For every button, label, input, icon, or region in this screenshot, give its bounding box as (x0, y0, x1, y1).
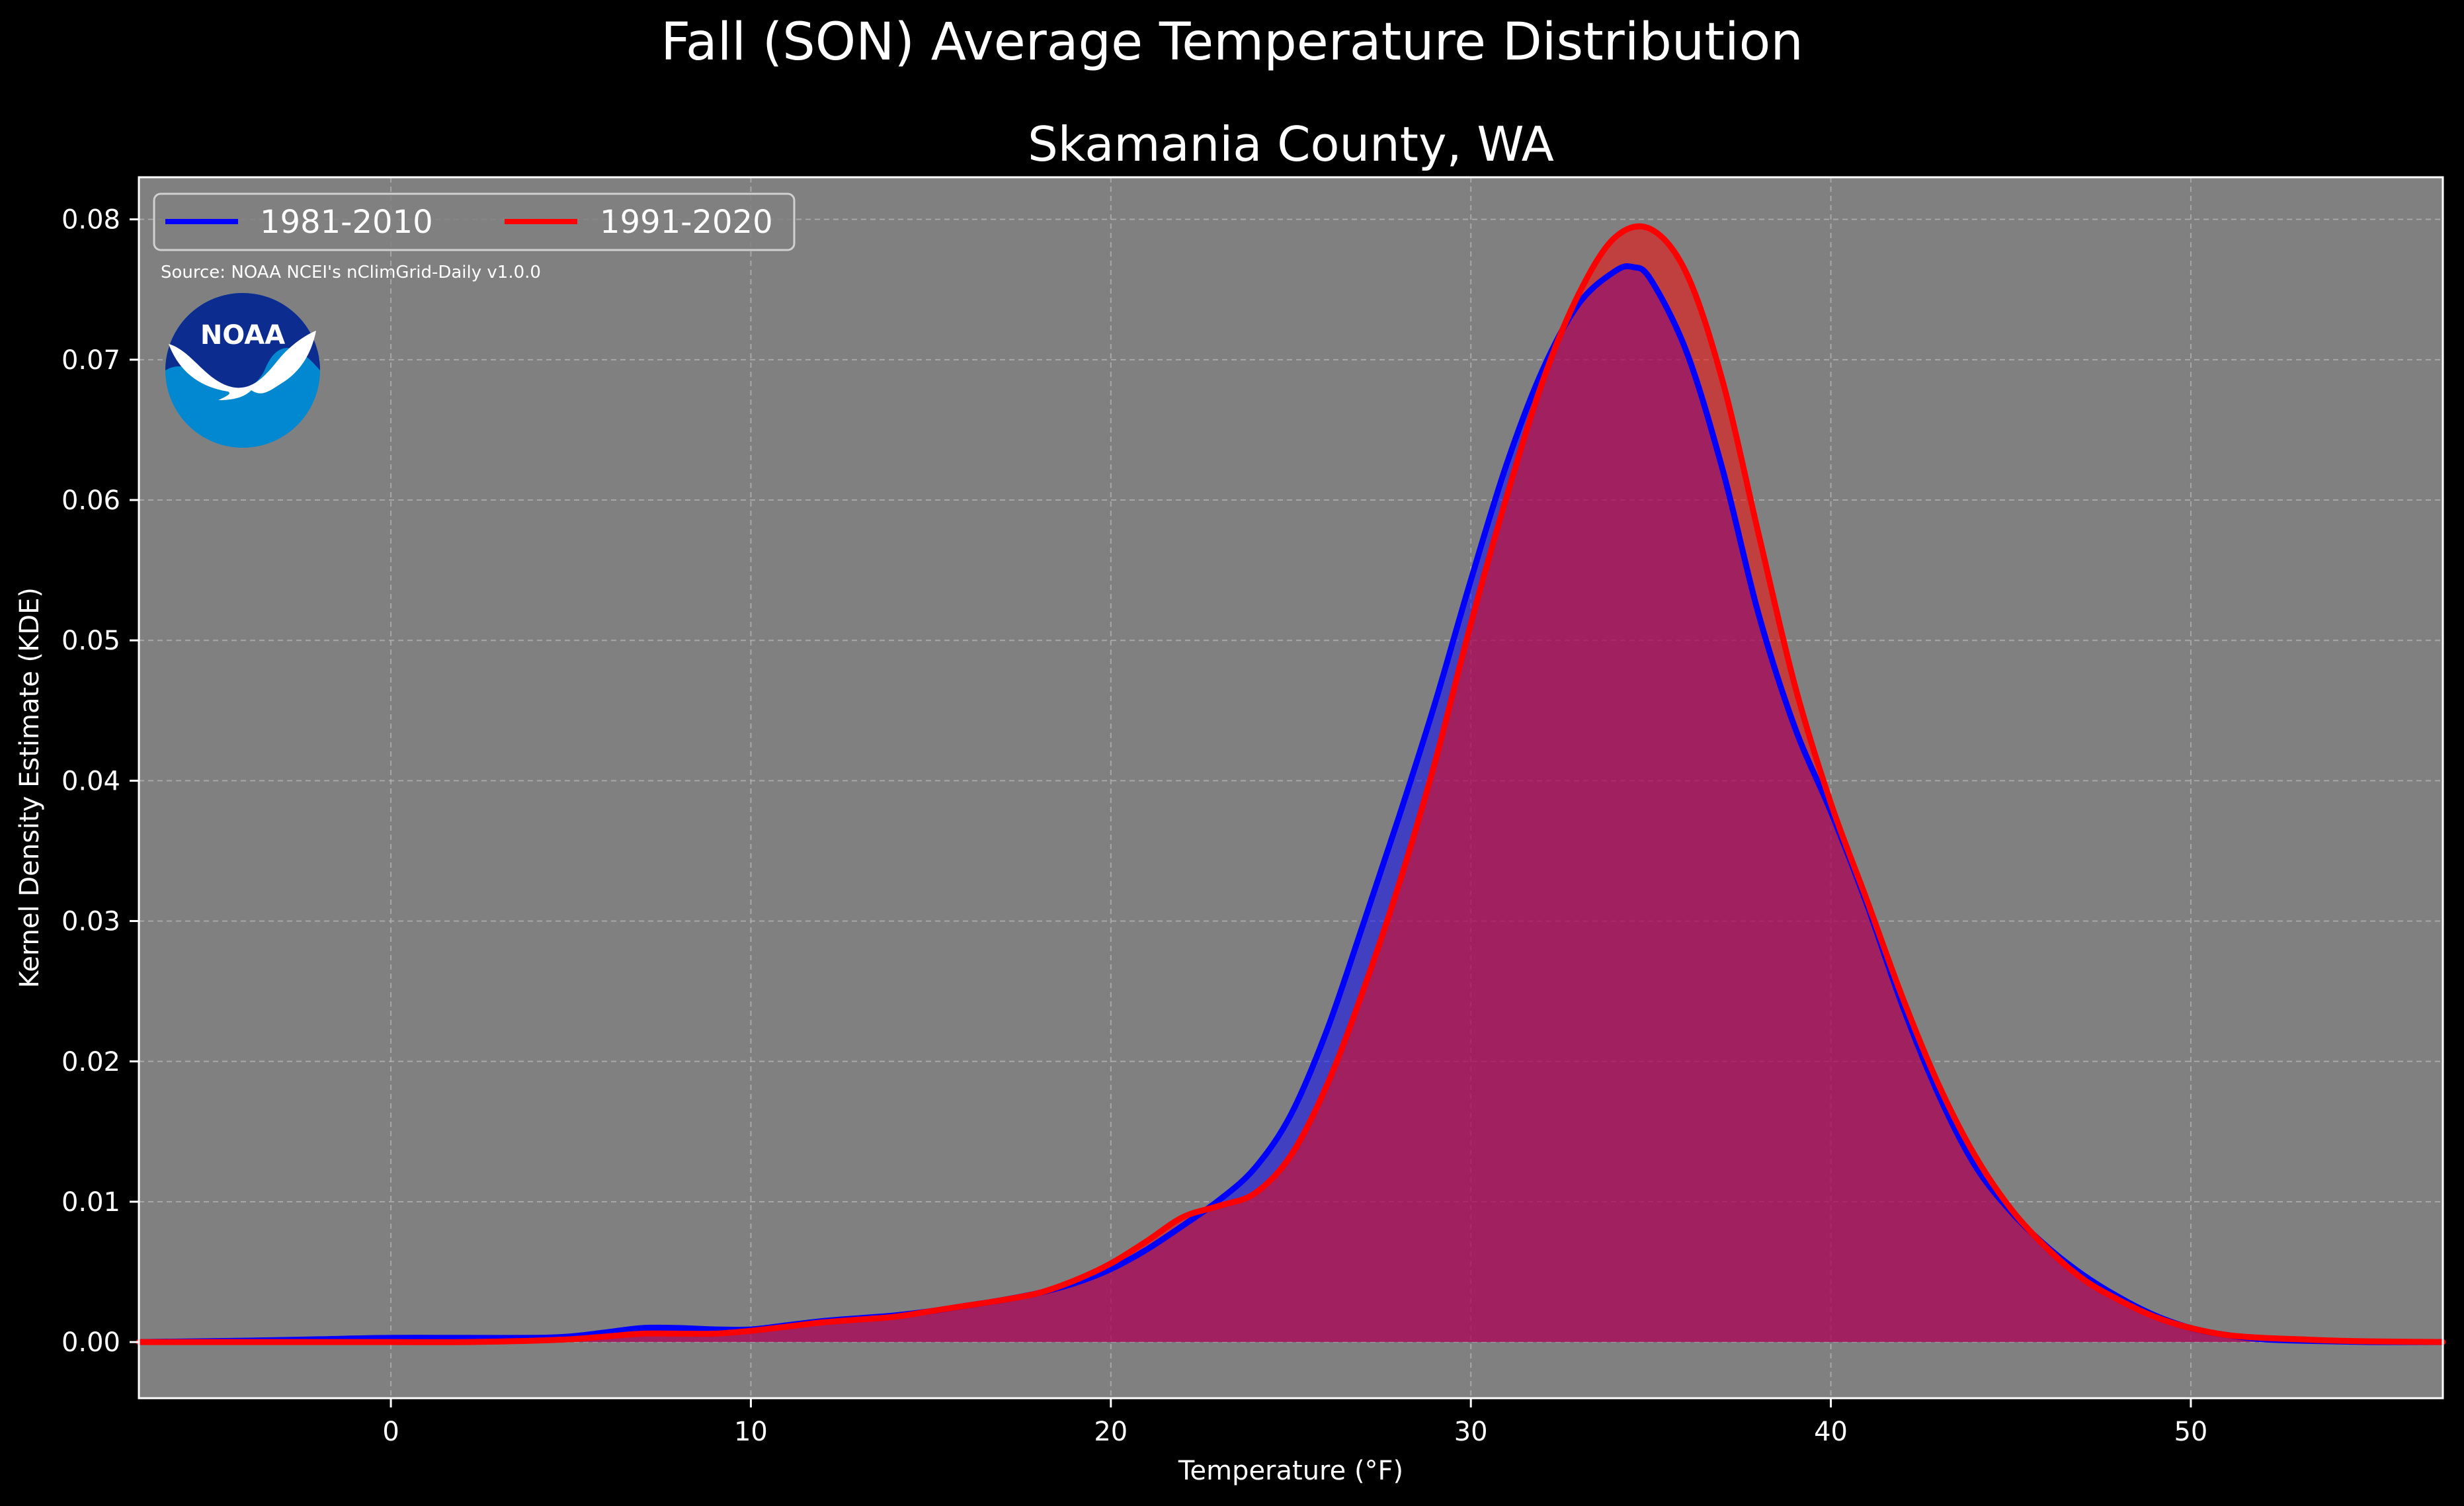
noaa-logo-upper-half (165, 293, 320, 391)
x-axis-ticks: 0 10 20 30 40 50 (382, 1398, 2207, 1447)
legend: 1981-2010 1991-2020 (153, 192, 796, 251)
y-tick-label: 0.06 (62, 485, 120, 516)
x-tick-label: 10 (734, 1417, 768, 1447)
source-note: Source: NOAA NCEI's nClimGrid-Daily v1.0… (161, 263, 541, 282)
plot-frame (138, 176, 2444, 1400)
y-tick-label: 0.05 (62, 626, 120, 656)
y-tick-label: 0.08 (62, 205, 120, 235)
x-tick-label: 50 (2174, 1417, 2207, 1447)
series-line-1991-2020 (136, 223, 2446, 1345)
x-tick-label: 30 (1454, 1417, 1488, 1447)
noaa-logo-text: NOAA (200, 320, 285, 351)
legend-label-1991-2020: 1991-2020 (600, 204, 773, 241)
grid-lines (139, 177, 2443, 1398)
x-tick-label: 20 (1094, 1417, 1128, 1447)
y-tick-label: 0.03 (62, 907, 120, 937)
y-tick-label: 0.01 (62, 1187, 120, 1218)
legend-label-1981-2010: 1981-2010 (260, 204, 433, 241)
y-tick-label: 0.07 (62, 345, 120, 376)
chart-suptitle: Fall (SON) Average Temperature Distribut… (661, 13, 1803, 72)
area-fill-1991-2020 (139, 226, 2443, 1343)
series-layer (136, 223, 2446, 1345)
noaa-bird-icon (169, 331, 316, 400)
x-tick-label: 0 (382, 1417, 399, 1447)
y-tick-label: 0.02 (62, 1047, 120, 1077)
y-axis-ticks: 0.00 0.01 0.02 0.03 0.04 0.05 0.06 0.07 0.08 (62, 205, 139, 1358)
x-axis-label: Temperature (°F) (1178, 1456, 1403, 1486)
chart-title: Skamania County, WA (1028, 116, 1554, 172)
y-tick-label: 0.04 (62, 766, 120, 796)
y-axis-label: Kernel Density Estimate (KDE) (15, 587, 45, 988)
legend-box (153, 192, 796, 251)
noaa-logo: NOAA (165, 293, 320, 448)
y-tick-label: 0.00 (62, 1327, 120, 1358)
x-tick-label: 40 (1814, 1417, 1848, 1447)
